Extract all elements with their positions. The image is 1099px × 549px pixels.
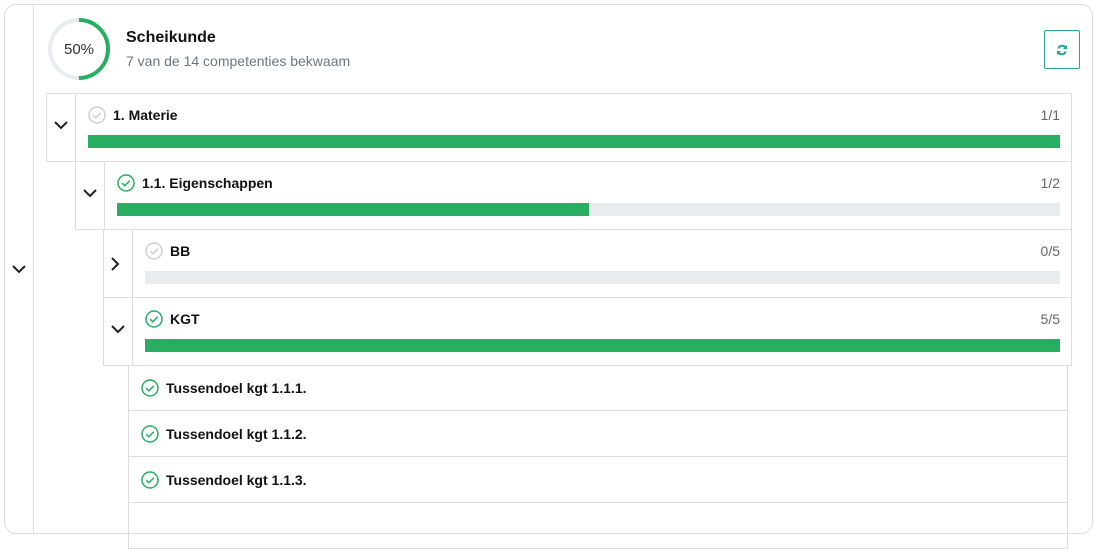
progress-bar xyxy=(145,271,1060,284)
chevron-right-icon xyxy=(111,256,120,271)
competency-row: KGT 5/5 xyxy=(103,297,1072,366)
subject-title: Scheikunde xyxy=(126,29,216,46)
progress-percent: 50% xyxy=(63,40,95,58)
row-label: 1.1. Eigenschappen xyxy=(142,175,273,191)
check-circle-icon xyxy=(141,378,159,397)
row-count: 5/5 xyxy=(1040,311,1060,327)
list-item[interactable] xyxy=(128,503,1068,549)
progress-fill xyxy=(88,135,1060,148)
refresh-button[interactable] xyxy=(1044,30,1080,69)
check-circle-icon xyxy=(145,310,163,328)
expand-toggle[interactable] xyxy=(104,298,133,365)
list-item[interactable]: Tussendoel kgt 1.1.1. xyxy=(128,365,1068,411)
list-item[interactable]: Tussendoel kgt 1.1.2. xyxy=(128,411,1068,457)
chevron-down-icon xyxy=(12,264,26,273)
competency-row: 1.1. Eigenschappen 1/2 xyxy=(75,161,1072,230)
refresh-icon xyxy=(1057,44,1067,55)
check-circle-icon xyxy=(117,174,135,192)
expand-toggle[interactable] xyxy=(104,230,133,297)
row-label: KGT xyxy=(170,311,200,327)
row-label: 1. Materie xyxy=(113,107,178,123)
check-circle-icon xyxy=(141,470,159,489)
chevron-down-icon xyxy=(83,188,97,197)
leaf-label: Tussendoel kgt 1.1.1. xyxy=(166,379,307,396)
chevron-down-icon xyxy=(111,324,125,333)
progress-bar xyxy=(88,135,1060,148)
row-count: 1/2 xyxy=(1040,175,1060,191)
list-item[interactable]: Tussendoel kgt 1.1.3. xyxy=(128,457,1068,503)
competency-row: 1. Materie 1/1 xyxy=(46,93,1072,162)
row-count: 1/1 xyxy=(1040,107,1060,123)
competency-row: BB 0/5 xyxy=(103,229,1072,298)
progress-fill xyxy=(117,203,589,216)
row-label: BB xyxy=(170,243,191,259)
subject-subtitle: 7 van de 14 competenties bekwaam xyxy=(126,53,351,69)
leaf-label: Tussendoel kgt 1.1.2. xyxy=(166,425,307,442)
expand-toggle[interactable] xyxy=(76,162,105,229)
expand-toggle[interactable] xyxy=(47,94,76,161)
check-circle-icon xyxy=(145,242,163,260)
progress-fill xyxy=(145,339,1060,352)
check-circle-icon xyxy=(141,424,159,443)
progress-ring: 50% xyxy=(47,17,111,81)
collapse-subject-toggle[interactable] xyxy=(5,5,34,533)
leaf-label: Tussendoel kgt 1.1.3. xyxy=(166,471,307,488)
progress-bar xyxy=(117,203,1060,216)
progress-bar xyxy=(145,339,1060,352)
chevron-down-icon xyxy=(54,120,68,129)
check-circle-icon xyxy=(88,106,106,124)
row-count: 0/5 xyxy=(1040,243,1060,259)
